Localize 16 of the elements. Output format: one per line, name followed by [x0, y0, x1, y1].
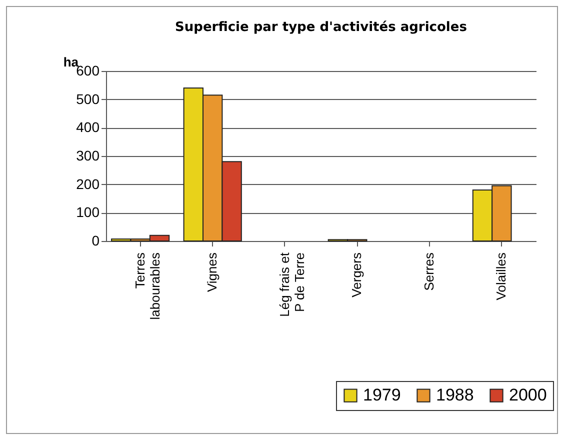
x-tick-label: Serres: [421, 252, 436, 291]
x-tick-label: Lég frais et P de Terre: [276, 252, 307, 317]
x-tick-label: Vignes: [204, 252, 220, 292]
y-tick-label: 100: [76, 204, 100, 220]
legend-label: 1979: [363, 386, 401, 405]
x-tick-label: Volailles: [494, 252, 509, 300]
y-tick-label: 200: [76, 176, 100, 192]
y-tick-label: 0: [92, 232, 100, 248]
y-tick-label: 500: [76, 90, 100, 107]
chart-title: Superficie par type d'activités agricoles: [175, 20, 468, 35]
x-tick-label: Terres labourables: [132, 252, 162, 320]
x-tick-label: Vergers: [349, 252, 364, 298]
y-tick-label: 300: [76, 148, 100, 164]
y-tick-label: 400: [76, 119, 100, 136]
legend-label: 2000: [509, 386, 547, 405]
legend-label: 1988: [436, 386, 474, 405]
